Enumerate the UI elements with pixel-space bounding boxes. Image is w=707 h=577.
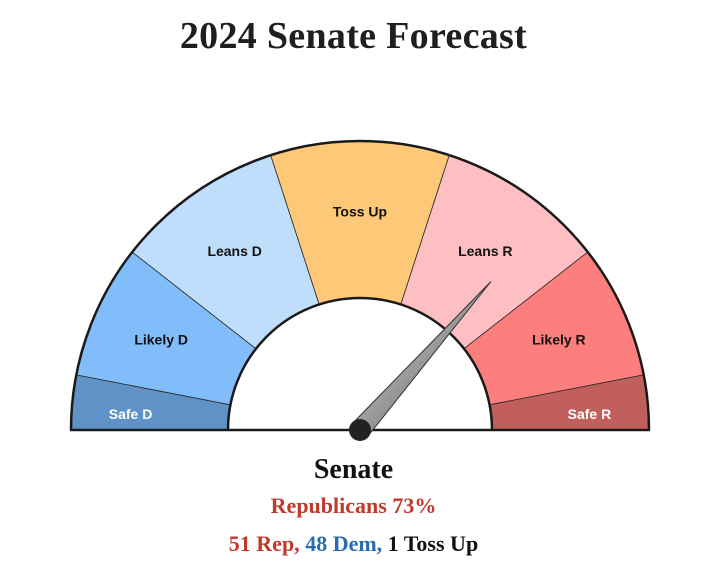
needle-hub [349, 419, 371, 441]
win-probability: Republicans 73% [270, 493, 437, 518]
page-title: 2024 Senate Forecast [179, 15, 528, 57]
gauge-segments [70, 140, 650, 431]
gauge-needle [349, 281, 492, 441]
label-safe-d: Safe D [109, 406, 153, 422]
label-likely-r: Likely R [532, 331, 586, 347]
gauge-outline [69, 139, 651, 431]
label-safe-r: Safe R [568, 406, 612, 422]
seat-summary: 51 Rep, 48 Dem, 1 Toss Up [0, 531, 707, 557]
label-leans-d: Leans D [207, 243, 261, 259]
toss-up-seats: 1 Toss Up [387, 531, 479, 556]
gauge-segment-labels: Safe D Likely D Leans D Toss Up Leans R Likel… [109, 204, 611, 423]
label-leans-r: Leans R [458, 243, 512, 259]
rep-seats: 51 Rep, [228, 531, 300, 556]
dem-seats: 48 Dem, [305, 531, 383, 556]
chamber-name: Senate [313, 454, 394, 485]
label-likely-d: Likely D [134, 331, 188, 347]
label-toss-up: Toss Up [333, 204, 387, 220]
